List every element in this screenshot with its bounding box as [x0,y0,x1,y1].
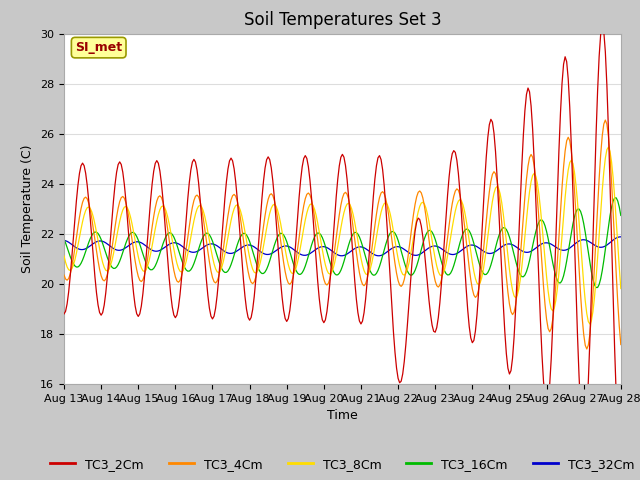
Legend: TC3_2Cm, TC3_4Cm, TC3_8Cm, TC3_16Cm, TC3_32Cm: TC3_2Cm, TC3_4Cm, TC3_8Cm, TC3_16Cm, TC3… [45,453,639,476]
Title: Soil Temperatures Set 3: Soil Temperatures Set 3 [244,11,441,29]
X-axis label: Time: Time [327,409,358,422]
Y-axis label: Soil Temperature (C): Soil Temperature (C) [22,144,35,273]
Text: SI_met: SI_met [75,41,122,54]
